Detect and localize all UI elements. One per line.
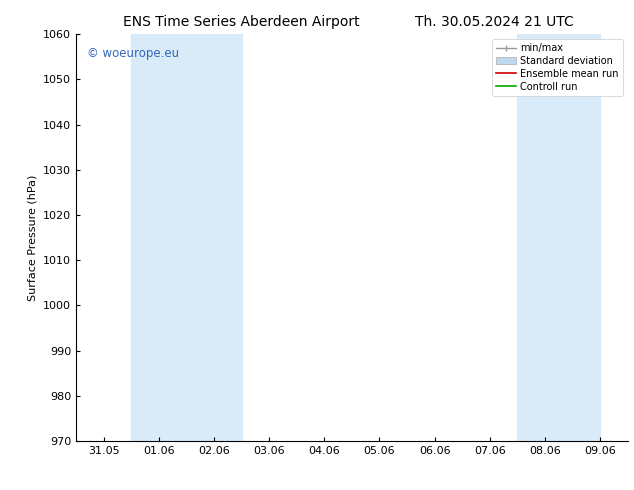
Text: Th. 30.05.2024 21 UTC: Th. 30.05.2024 21 UTC [415, 15, 574, 29]
Bar [517, 34, 600, 441]
Y-axis label: Surface Pressure (hPa): Surface Pressure (hPa) [27, 174, 37, 301]
Text: © woeurope.eu: © woeurope.eu [87, 47, 179, 59]
Bar [131, 34, 242, 441]
Text: ENS Time Series Aberdeen Airport: ENS Time Series Aberdeen Airport [122, 15, 359, 29]
Legend: min/max, Standard deviation, Ensemble mean run, Controll run: min/max, Standard deviation, Ensemble me… [492, 39, 623, 96]
